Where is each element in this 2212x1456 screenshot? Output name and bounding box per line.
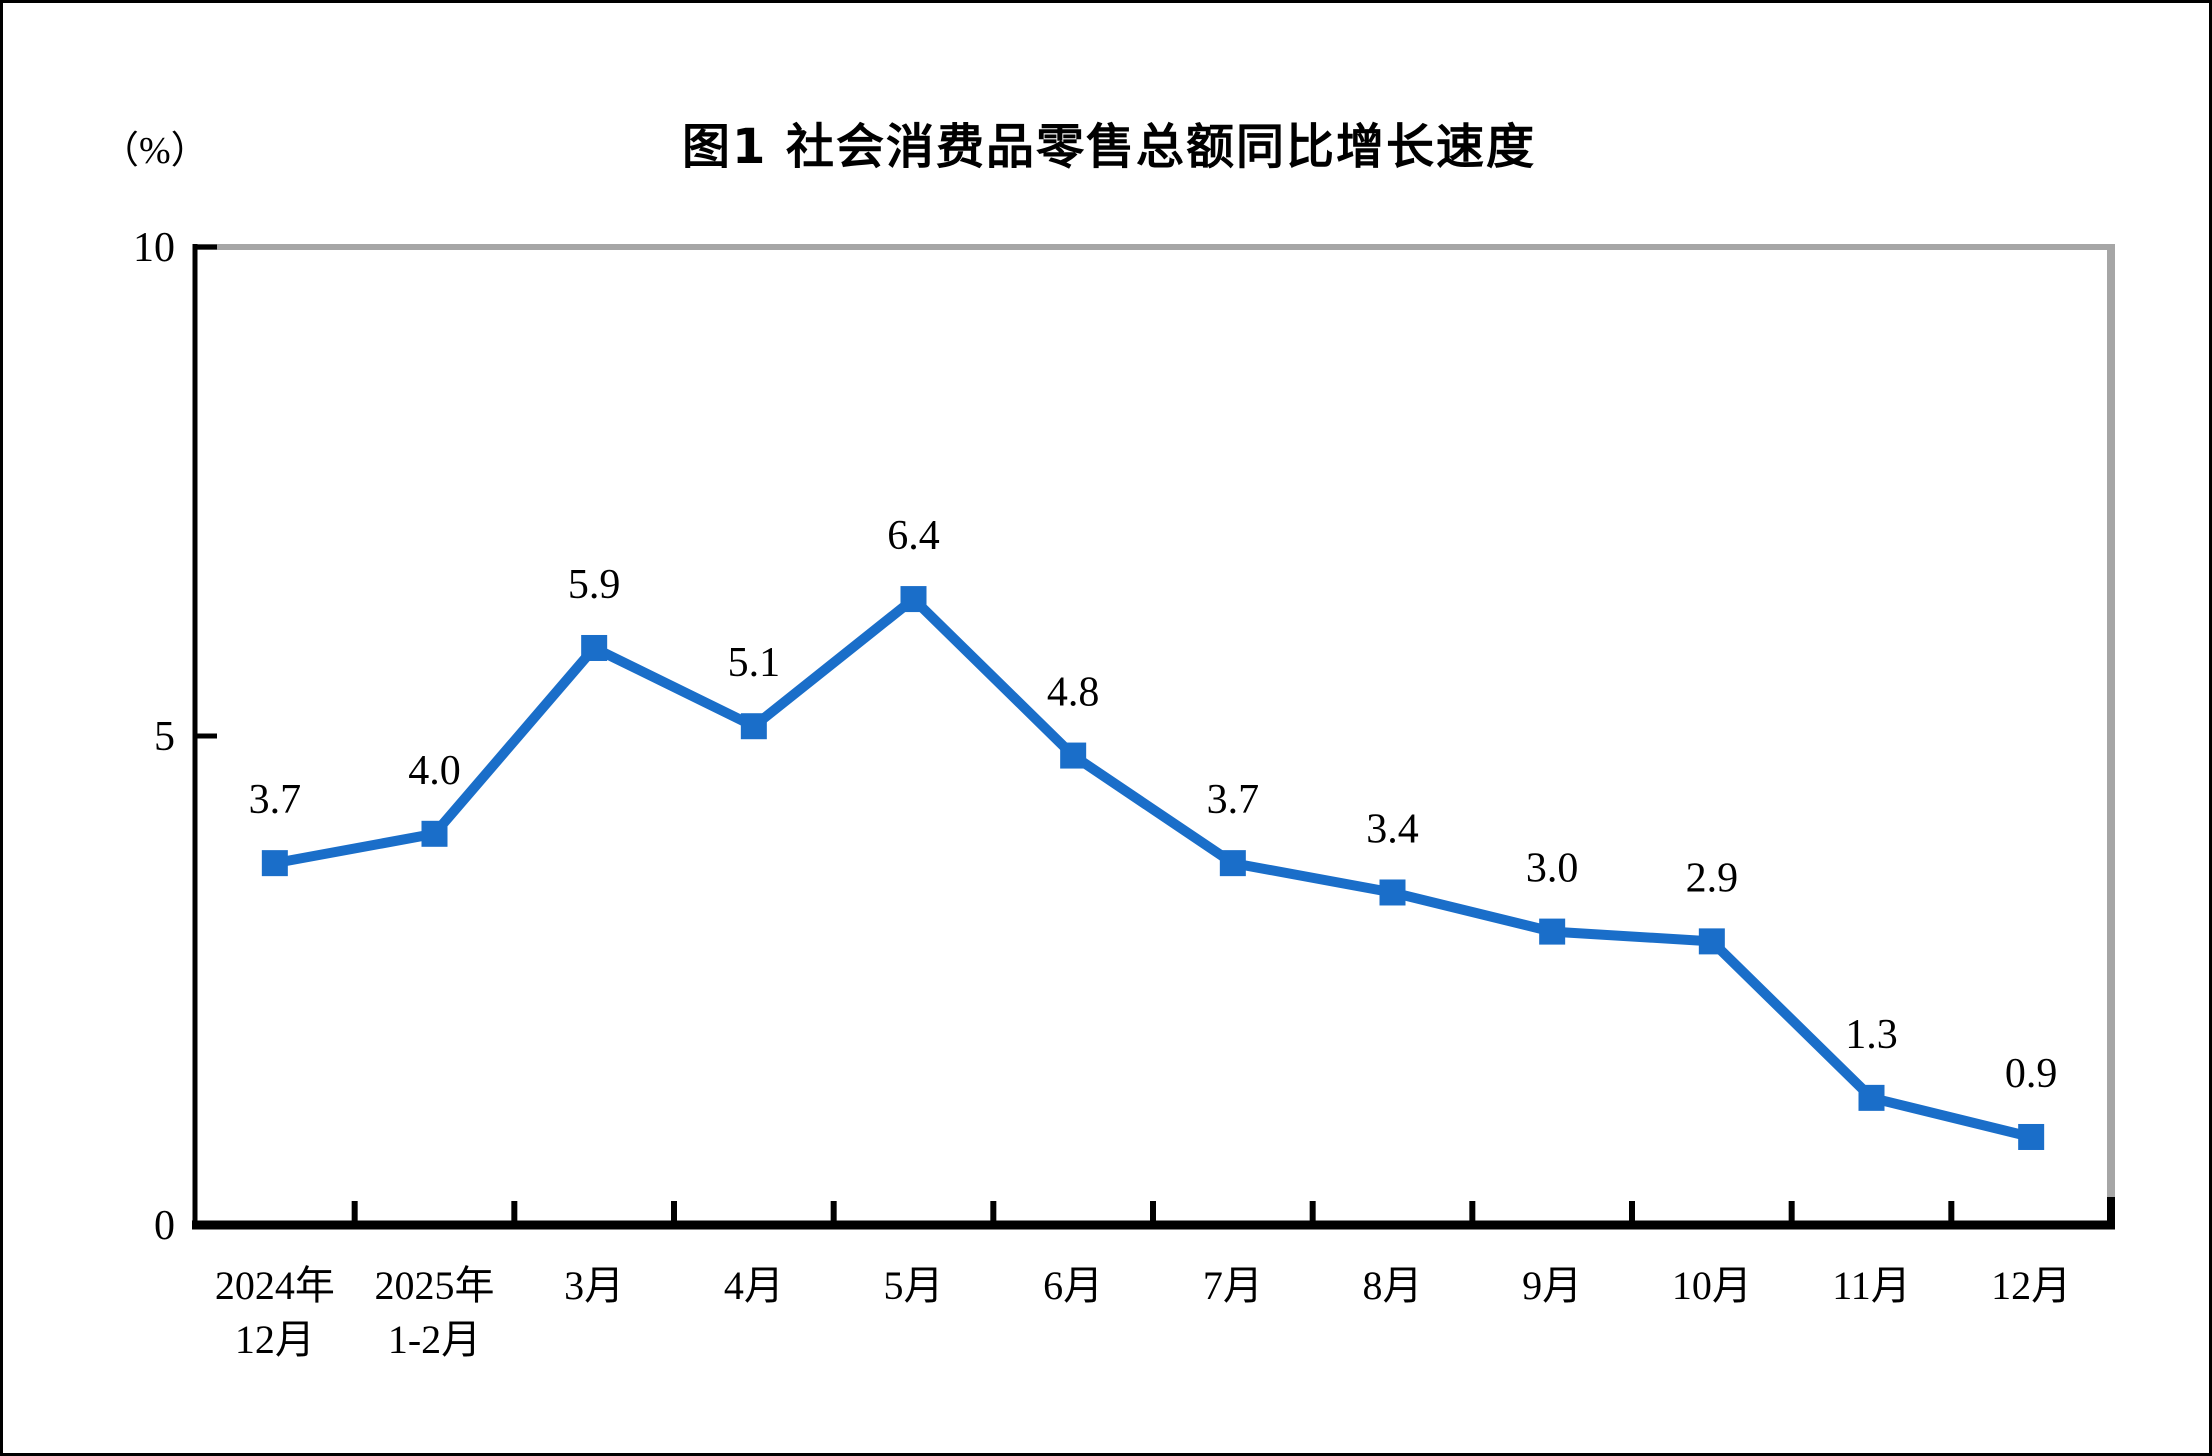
data-point-marker <box>581 634 608 661</box>
data-point-label: 3.7 <box>249 777 302 823</box>
data-point-label: 5.9 <box>568 562 621 608</box>
data-point-marker <box>900 586 927 613</box>
x-axis-label: 9月 <box>1522 1263 1582 1308</box>
data-point-label: 6.4 <box>887 513 940 559</box>
data-point-marker <box>421 820 448 847</box>
data-point-marker <box>1219 850 1246 877</box>
y-axis-tick-label: 10 <box>133 225 175 271</box>
data-point-label: 5.1 <box>728 640 781 686</box>
x-axis-label: 6月 <box>1043 1263 1103 1308</box>
x-axis-label: 1-2月 <box>388 1317 481 1362</box>
x-axis-label: 3月 <box>564 1263 624 1308</box>
x-axis-label: 2024年 <box>215 1263 335 1308</box>
x-axis-label: 10月 <box>1672 1263 1752 1308</box>
x-axis-label: 2025年 <box>375 1263 495 1308</box>
data-point-marker <box>1858 1084 1885 1111</box>
data-point-label: 1.3 <box>1845 1012 1898 1058</box>
y-axis-unit-label: （%） <box>101 130 209 172</box>
data-point-marker <box>2018 1123 2045 1150</box>
chart-title: 图1 社会消费品零售总额同比增长速度 <box>681 119 1537 175</box>
data-point-label: 3.4 <box>1366 806 1419 852</box>
data-point-marker <box>740 713 767 740</box>
data-point-label: 2.9 <box>1686 855 1739 901</box>
data-point-marker <box>1060 742 1087 769</box>
data-point-marker <box>1379 879 1406 906</box>
data-point-label: 3.0 <box>1526 846 1579 892</box>
data-line <box>273 592 2033 1142</box>
data-point-label: 0.9 <box>2005 1051 2058 1097</box>
y-axis-tick-label: 5 <box>154 714 175 760</box>
y-axis-tick-label: 0 <box>154 1203 175 1249</box>
x-axis-label: 4月 <box>724 1263 784 1308</box>
x-axis-label: 12月 <box>235 1317 315 1362</box>
chart-svg: 0 5 10 2024年 12月 2025年 1-2月 3月 4月 5月 6月 7月 8月 9月 10月 11… <box>133 225 2115 1362</box>
data-point-label: 3.7 <box>1207 777 1260 823</box>
x-axis-label: 5月 <box>884 1263 944 1308</box>
data-point-marker <box>1698 928 1725 955</box>
data-point-label: 4.0 <box>408 748 461 794</box>
x-axis-label: 12月 <box>1991 1263 2071 1308</box>
x-axis-label: 11月 <box>1832 1263 1911 1308</box>
x-axis-label: 8月 <box>1363 1263 1423 1308</box>
data-point-marker <box>1539 918 1566 945</box>
data-point-label: 4.8 <box>1047 670 1100 716</box>
x-axis-label: 7月 <box>1203 1263 1263 1308</box>
data-point-marker <box>261 850 288 877</box>
